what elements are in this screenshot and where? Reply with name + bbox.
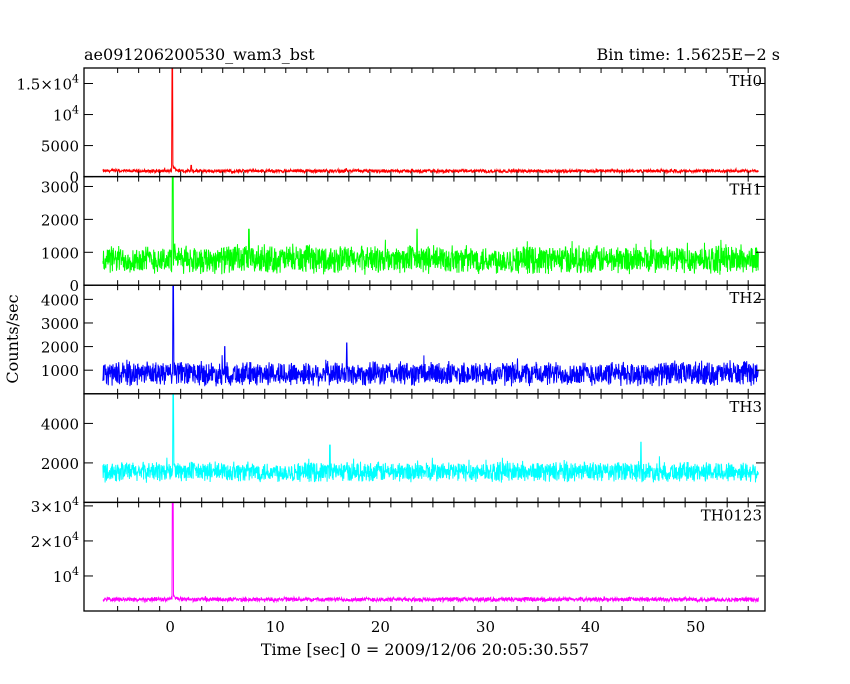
y-tick-label: 0 — [69, 277, 79, 295]
bin-time-label: Bin time: 1.5625E−2 s — [597, 45, 780, 64]
y-tick-label: 3×104 — [31, 495, 79, 516]
y-tick-mantissa: 0 — [69, 169, 79, 187]
series-th3 — [102, 393, 759, 483]
y-tick-label: 1.5×104 — [16, 73, 79, 94]
y-tick-mantissa: 10 — [53, 107, 72, 125]
series-th2 — [102, 285, 759, 387]
x-tick-label: 0 — [165, 618, 175, 636]
y-tick-mantissa: 4000 — [41, 415, 79, 433]
chart-title: ae091206200530_wam3_bst — [84, 45, 315, 64]
y-tick-label: 104 — [53, 104, 79, 125]
y-tick-label: 104 — [53, 565, 79, 586]
panel-label: TH2 — [729, 289, 762, 307]
y-tick-mantissa: 5000 — [41, 138, 79, 156]
y-tick-mantissa: 2000 — [41, 455, 79, 473]
y-tick-mantissa: 2×10 — [31, 533, 72, 551]
y-tick-label: 5000 — [41, 138, 79, 156]
x-axis-label: Time [sec] 0 = 2009/12/06 20:05:30.557 — [261, 640, 589, 659]
panel-frame — [83, 393, 766, 504]
y-tick-exponent: 4 — [72, 530, 79, 543]
panel-label: TH0123 — [701, 506, 762, 524]
y-tick-mantissa: 1.5×10 — [16, 76, 72, 94]
series-th1 — [102, 176, 759, 275]
y-tick-mantissa: 4000 — [41, 291, 79, 309]
y-tick-label: 4000 — [41, 291, 79, 309]
panel-th1: TH1 0 1000 2000 3000 — [41, 175, 766, 295]
y-tick-label: 2×104 — [31, 530, 79, 551]
x-tick-label: 30 — [476, 618, 495, 636]
series-th0 — [102, 68, 759, 175]
panel-label: TH0 — [729, 72, 762, 90]
panel-th2: TH2 1000 2000 3000 4000 — [41, 284, 766, 395]
y-tick-mantissa: 10 — [53, 568, 72, 586]
y-tick-exponent: 4 — [72, 73, 79, 86]
panel-th3: TH3 2000 4000 — [41, 393, 766, 504]
y-tick-mantissa: 2000 — [41, 211, 79, 229]
panel-label: TH1 — [729, 181, 762, 199]
y-tick-exponent: 4 — [72, 565, 79, 578]
x-tick-label: 40 — [581, 618, 600, 636]
y-tick-mantissa: 3000 — [41, 178, 79, 196]
y-tick-label: 2000 — [41, 339, 79, 357]
y-tick-mantissa: 1000 — [41, 362, 79, 380]
panel-frame — [83, 501, 766, 612]
y-tick-label: 2000 — [41, 455, 79, 473]
x-tick-label: 10 — [266, 618, 285, 636]
y-tick-exponent: 4 — [72, 495, 79, 508]
y-tick-mantissa: 1000 — [41, 244, 79, 262]
y-tick-mantissa: 3000 — [41, 315, 79, 333]
x-tick-label: 20 — [371, 618, 390, 636]
y-tick-label: 3000 — [41, 178, 79, 196]
y-tick-label: 1000 — [41, 362, 79, 380]
y-tick-mantissa: 3×10 — [31, 498, 72, 516]
panel-frame — [83, 67, 766, 178]
panel-label: TH3 — [729, 398, 762, 416]
series-th0123 — [102, 502, 759, 604]
y-axis-label: Counts/sec — [3, 294, 22, 383]
panel-frame — [83, 175, 766, 286]
y-tick-label: 3000 — [41, 315, 79, 333]
y-tick-label: 4000 — [41, 415, 79, 433]
panel-group: TH0050001041.5×104TH10100020003000TH2100… — [16, 67, 766, 636]
y-tick-label: 0 — [69, 169, 79, 187]
y-tick-exponent: 4 — [72, 104, 79, 117]
y-tick-label: 1000 — [41, 244, 79, 262]
y-tick-label: 2000 — [41, 211, 79, 229]
x-tick-label: 50 — [686, 618, 705, 636]
y-tick-mantissa: 2000 — [41, 339, 79, 357]
y-tick-mantissa: 0 — [69, 277, 79, 295]
